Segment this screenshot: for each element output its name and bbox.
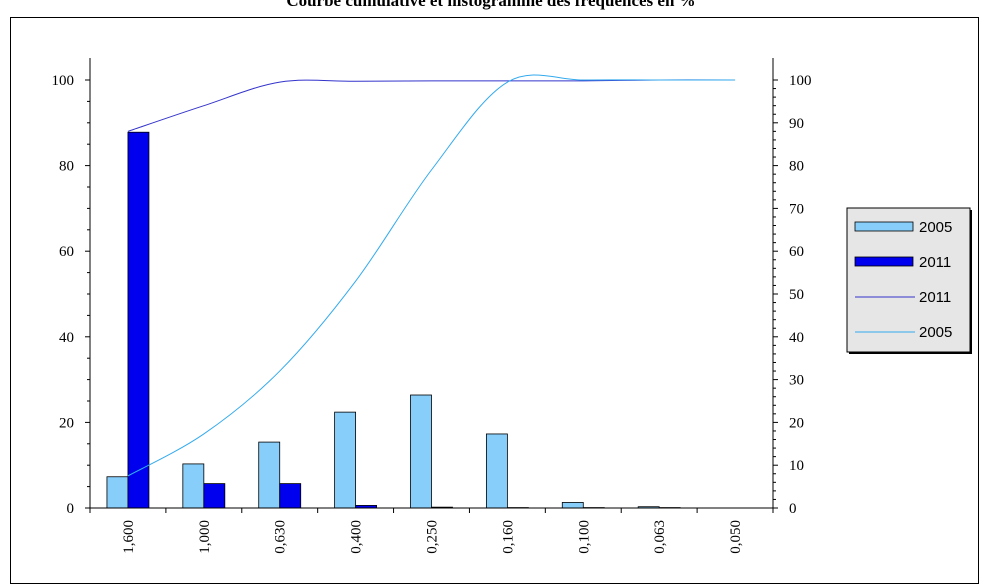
right-tick-label: 70	[789, 201, 804, 217]
right-tick-label: 30	[789, 373, 804, 389]
left-tick-label: 40	[59, 330, 74, 346]
bar-2011-1,600	[127, 131, 150, 509]
axes-layer: 0 20 40 60 80 100 0 10 20 30 40 50 60 70 80 90 100 1,600 1…	[52, 58, 812, 554]
right-tick-label: 80	[789, 159, 804, 175]
x-tick-label: 0,630	[273, 520, 289, 554]
bar-2005-1,600	[106, 476, 129, 509]
left-tick-label: 20	[59, 415, 74, 431]
x-tick-label: 0,160	[500, 520, 516, 554]
x-tick-label: 1,600	[121, 520, 137, 554]
right-tick-label: 20	[789, 415, 804, 431]
right-tick-label: 40	[789, 330, 804, 346]
bar-2005-0,400	[334, 411, 357, 509]
chart-title: Courbe cumulative et histogramme des fré…	[286, 0, 696, 10]
x-tick-label: 0,100	[576, 520, 592, 554]
x-tick-label: 1,000	[197, 520, 213, 554]
legend-label: 2011	[919, 254, 951, 271]
right-tick-label: 100	[789, 73, 812, 89]
left-tick-label: 60	[59, 244, 74, 260]
legend-swatch-bar-2011	[854, 256, 914, 267]
bar-2005-0,100	[561, 502, 584, 509]
bar-2005-0,160	[485, 433, 508, 509]
legend-box	[846, 207, 971, 353]
left-tick-label: 80	[59, 159, 74, 175]
bar-2011-1,000	[203, 483, 226, 509]
x-tick-label: 0,400	[349, 520, 365, 554]
x-tick-label: 0,250	[425, 520, 441, 554]
right-tick-label: 10	[789, 458, 804, 474]
left-tick-label: 0	[67, 501, 75, 517]
bar-2011-0,630	[279, 483, 302, 509]
right-tick-label: 90	[789, 116, 804, 132]
legend: 2005 2011 2011 2005	[846, 207, 972, 354]
right-tick-label: 60	[789, 244, 804, 260]
x-tick-label: 0,063	[652, 520, 668, 554]
legend-label: 2011	[919, 289, 951, 306]
x-tick-label: 0,050	[728, 520, 744, 554]
legend-swatch-bar-2005	[854, 221, 914, 232]
bars-layer	[106, 131, 681, 509]
legend-label: 2005	[919, 219, 952, 236]
right-tick-label: 50	[789, 287, 804, 303]
bar-2005-0,630	[258, 441, 281, 509]
lines-layer	[127, 74, 736, 477]
left-tick-label: 100	[52, 73, 75, 89]
line-series-2011	[127, 79, 736, 132]
right-tick-label: 0	[789, 501, 797, 517]
bar-2005-0,250	[410, 394, 432, 509]
legend-label: 2005	[919, 324, 952, 341]
bar-2005-1,000	[182, 463, 205, 509]
line-series-2005	[127, 74, 736, 477]
